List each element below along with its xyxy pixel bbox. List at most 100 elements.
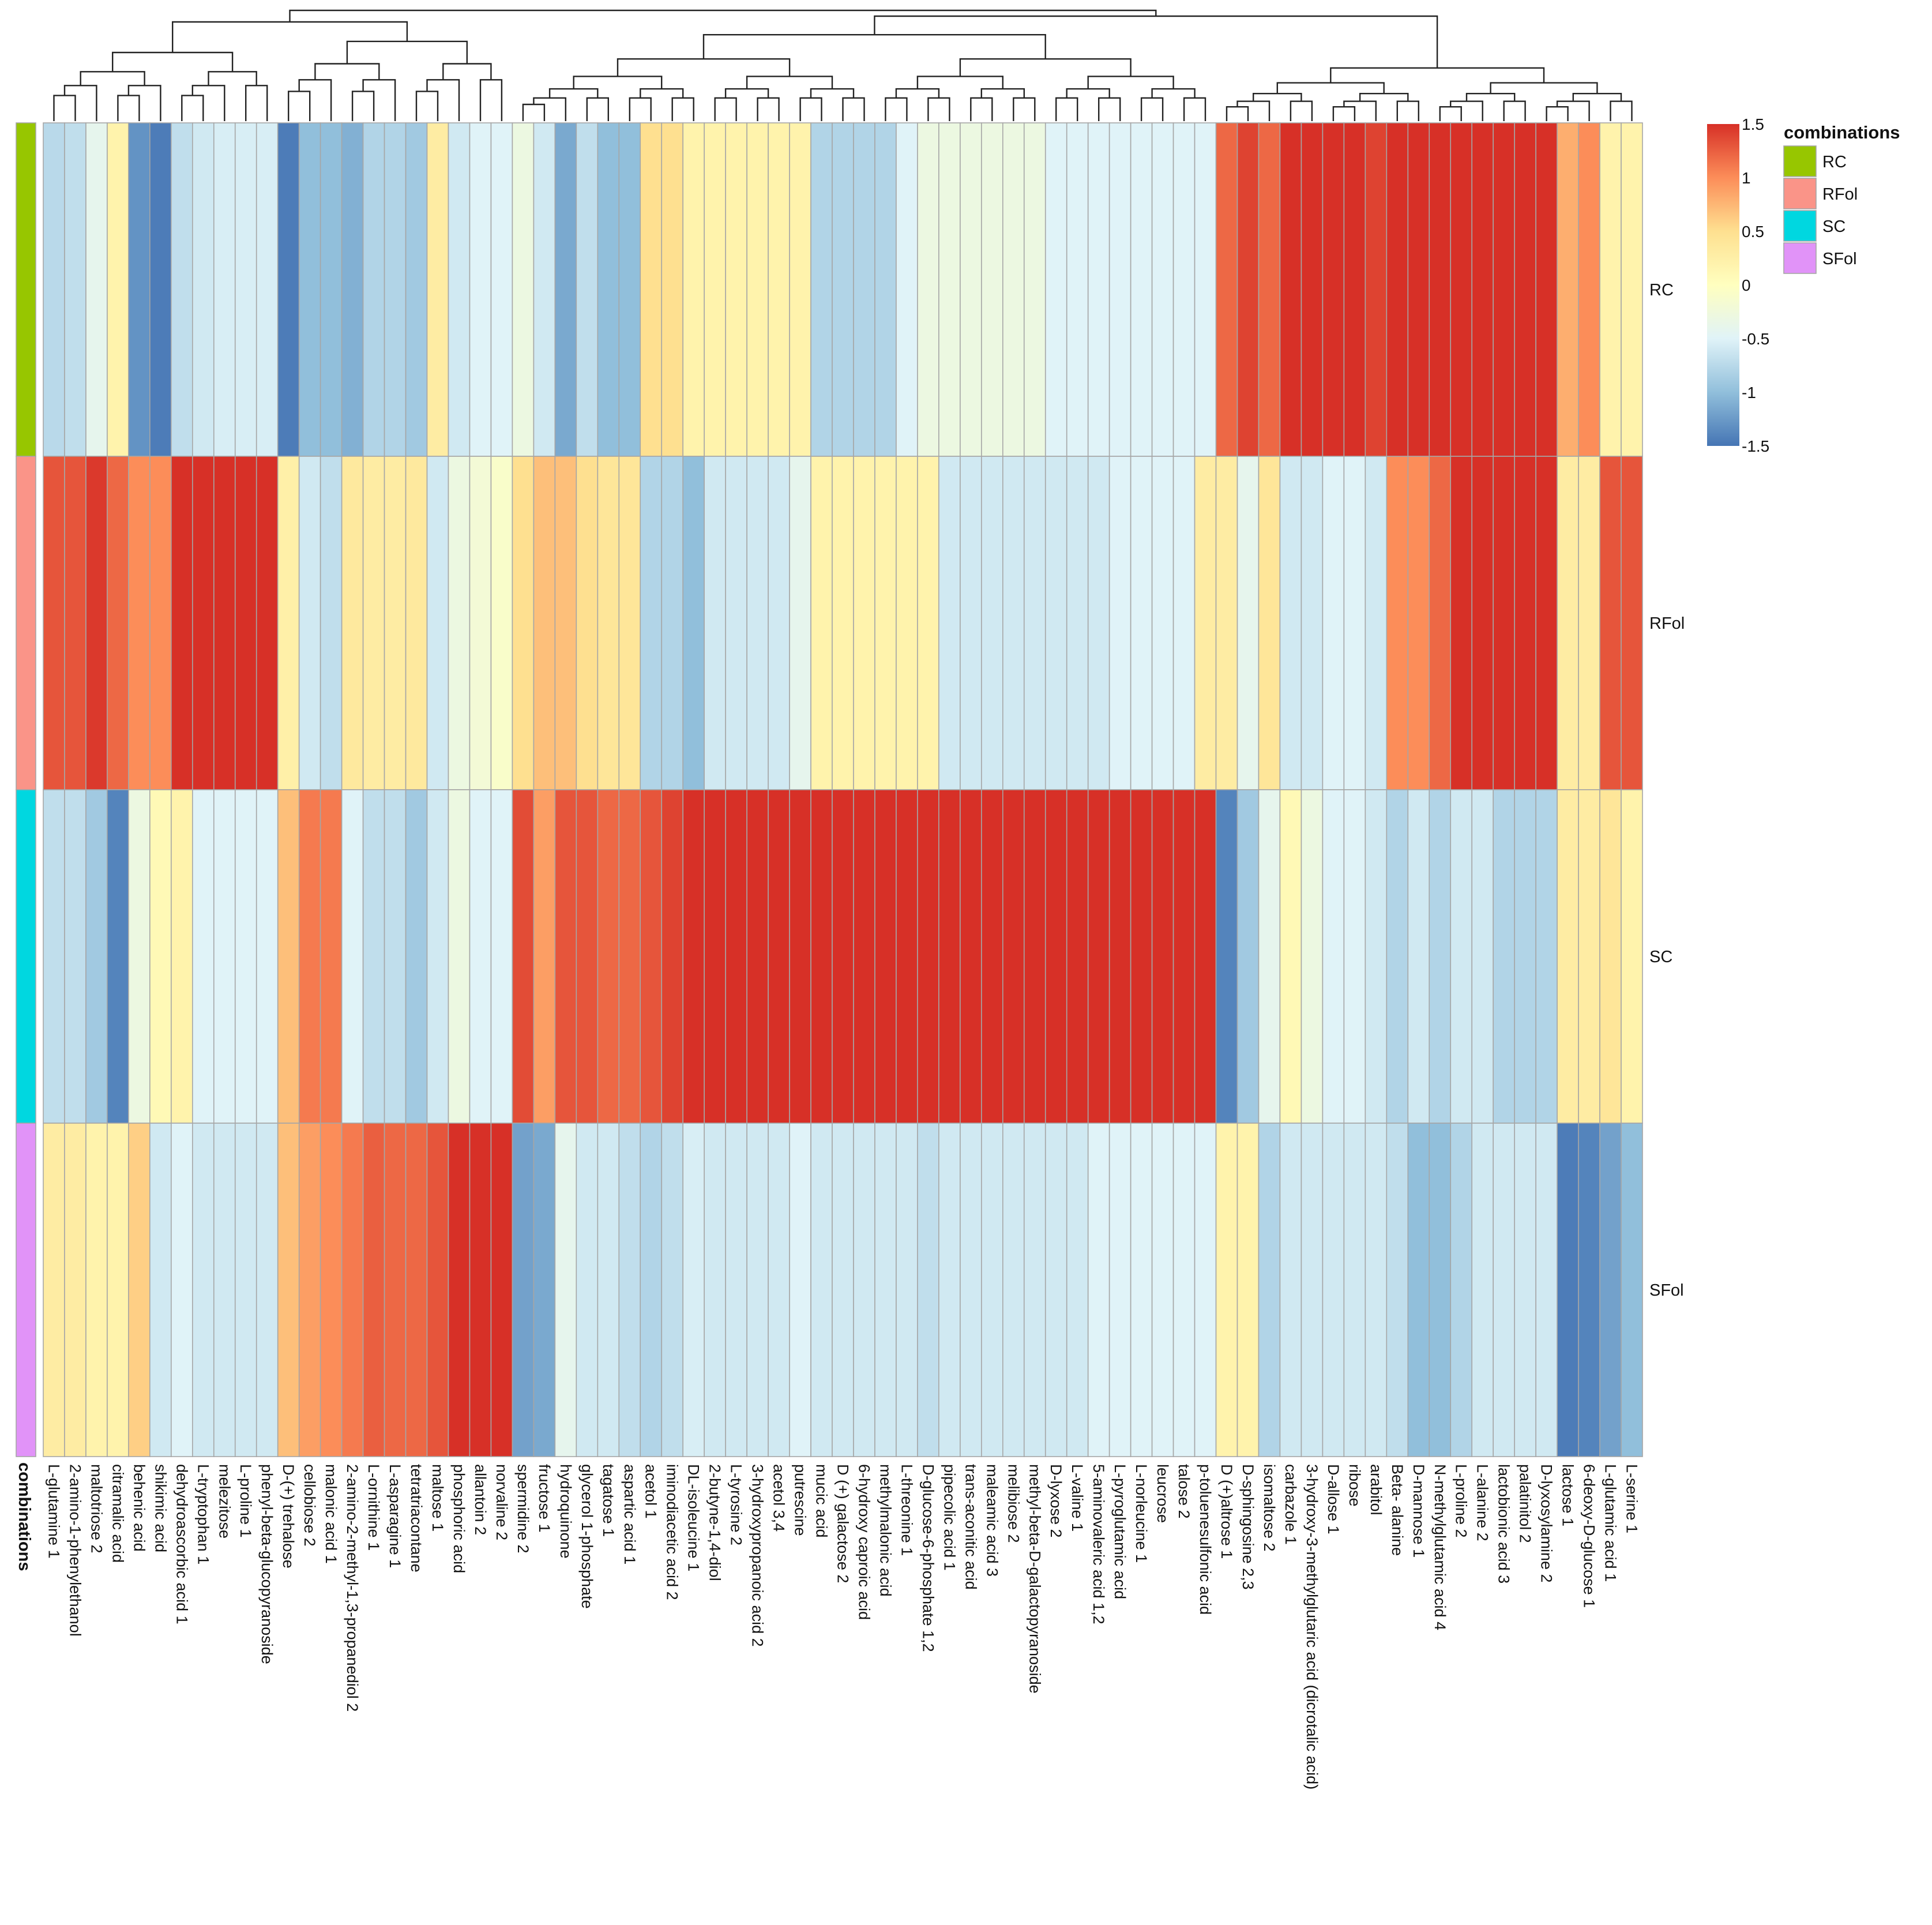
column-label: pipecolic acid 1: [941, 1464, 958, 1571]
heatmap-cell: [917, 1123, 939, 1457]
heatmap-cell: [1407, 122, 1430, 457]
heatmap-cell: [192, 456, 215, 790]
heatmap-cell: [576, 122, 599, 457]
dendrogram-branch: [959, 58, 1132, 77]
heatmap-cell: [512, 456, 535, 790]
dendrogram-branch: [1055, 97, 1078, 121]
column-label: 5-aminovaleric acid 1,2: [1090, 1464, 1107, 1624]
column-label: L-norleucine 1: [1133, 1464, 1150, 1563]
heatmap-cell: [789, 789, 811, 1124]
heatmap-cell: [85, 1123, 108, 1457]
heatmap-cell: [554, 789, 577, 1124]
heatmap-cell: [1578, 456, 1600, 790]
column-label: trans-aconitic acid: [962, 1464, 979, 1590]
heatmap-cell: [1044, 122, 1068, 457]
heatmap-cell: [960, 789, 982, 1124]
heatmap-cell: [938, 789, 961, 1124]
column-label: 2-amino-2-methyl-1,3-propanediol 2: [344, 1464, 361, 1712]
heatmap-cell: [1258, 789, 1281, 1124]
heatmap-cell: [618, 122, 641, 457]
color-scale-tick-label: -1: [1742, 384, 1756, 401]
column-label: isomaltose 2: [1261, 1464, 1278, 1552]
heatmap-cell: [1621, 456, 1643, 790]
heatmap-cell: [1172, 456, 1196, 790]
color-scale-tick-label: -0.5: [1742, 330, 1769, 348]
heatmap-cell: [255, 122, 279, 457]
heatmap-cell: [981, 1123, 1003, 1457]
row-label: RC: [1649, 281, 1674, 299]
annotation-cell: [16, 456, 36, 790]
dendrogram-branch: [289, 9, 1157, 22]
heatmap-cell: [490, 122, 513, 457]
heatmap-cell: [874, 789, 897, 1124]
heatmap-cell: [1023, 1123, 1046, 1457]
heatmap-cell: [234, 456, 257, 790]
column-label: spermidine 2: [514, 1464, 532, 1553]
heatmap-cell: [853, 456, 875, 790]
column-label: maleamic acid 3: [983, 1464, 1001, 1577]
heatmap-cell: [405, 789, 428, 1124]
heatmap-cell: [255, 456, 279, 790]
heatmap-cell: [341, 789, 364, 1124]
heatmap-cell: [640, 789, 663, 1124]
dendrogram-branch: [980, 88, 1025, 98]
heatmap-cell: [1322, 122, 1345, 457]
heatmap-cell: [1514, 122, 1536, 457]
heatmap-cell: [1343, 122, 1366, 457]
dendrogram-branch: [1290, 100, 1313, 121]
heatmap-cell: [789, 122, 811, 457]
heatmap-cell: [341, 1123, 364, 1457]
heatmap-cell: [85, 456, 108, 790]
heatmap-cell: [938, 122, 961, 457]
heatmap-cell: [85, 789, 108, 1124]
heatmap-cell: [149, 789, 172, 1124]
heatmap-cell: [64, 789, 87, 1124]
heatmap-cell: [320, 1123, 343, 1457]
heatmap-cell: [1194, 789, 1217, 1124]
column-label: D-(+) trehalose: [280, 1464, 297, 1568]
heatmap-cell: [810, 789, 833, 1124]
heatmap-cell: [576, 789, 599, 1124]
heatmap-cell: [1322, 456, 1345, 790]
heatmap-cell: [896, 122, 918, 457]
heatmap-cell: [171, 1123, 193, 1457]
heatmap-cell: [1471, 789, 1494, 1124]
annotation-legend-label: SFol: [1822, 250, 1857, 268]
heatmap-cell: [171, 789, 193, 1124]
heatmap-cell: [661, 122, 683, 457]
heatmap-cell: [490, 789, 513, 1124]
annotation-legend-swatch: [1783, 178, 1817, 209]
column-label: L-tryptophan 1: [194, 1464, 212, 1564]
heatmap-cell: [874, 122, 897, 457]
dendrogram-branch: [1151, 88, 1196, 98]
heatmap-cell: [1300, 456, 1324, 790]
color-scale-tick-label: 1.5: [1742, 115, 1764, 133]
column-label: D-lyxose 2: [1047, 1464, 1065, 1538]
column-label: aspartic acid 1: [621, 1464, 638, 1564]
heatmap-cell: [426, 456, 449, 790]
column-label: mucic acid: [813, 1464, 830, 1538]
heatmap-cell: [917, 789, 939, 1124]
column-label: shikimic acid: [152, 1464, 169, 1552]
dendrogram-branch: [895, 88, 940, 98]
column-label: 6-hydroxy caproic acid: [856, 1464, 873, 1620]
heatmap-cell: [853, 122, 875, 457]
heatmap-cell: [938, 1123, 961, 1457]
dendrogram-branch: [208, 71, 257, 86]
heatmap-cell: [896, 456, 918, 790]
heatmap-cell: [725, 1123, 747, 1457]
heatmap-cell: [789, 456, 811, 790]
dendrogram-branch: [702, 34, 1046, 59]
heatmap-cell: [789, 1123, 811, 1457]
heatmap-cell: [1471, 456, 1494, 790]
heatmap-cell: [64, 122, 87, 457]
annotation-legend-label: RC: [1822, 153, 1847, 171]
heatmap-cell: [981, 122, 1003, 457]
heatmap-cell: [255, 1123, 279, 1457]
heatmap-cell: [149, 456, 172, 790]
heatmap-cell: [1429, 789, 1452, 1124]
heatmap-cell: [533, 122, 556, 457]
dendrogram-branch: [1572, 93, 1622, 102]
dendrogram-branch: [1236, 100, 1271, 121]
heatmap-cell: [981, 789, 1003, 1124]
